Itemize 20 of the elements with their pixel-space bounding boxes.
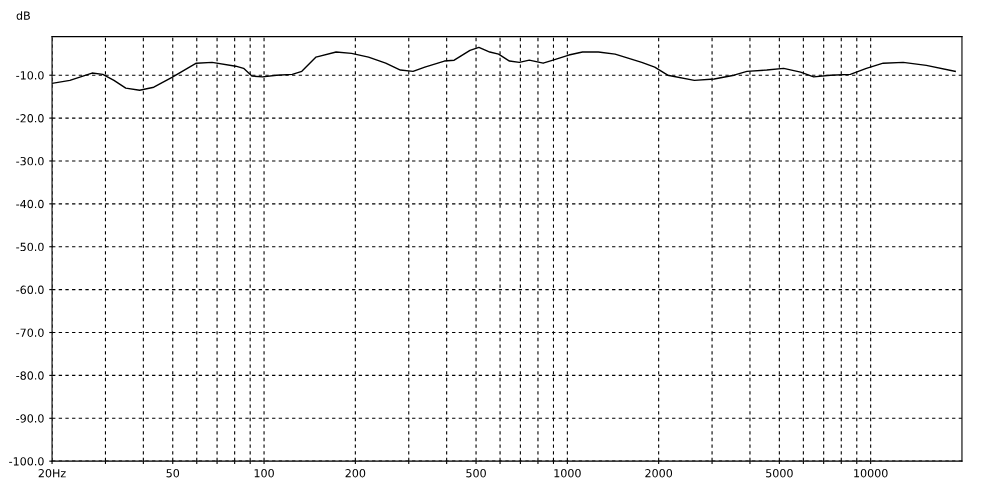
x-tick-label: 200 — [345, 469, 366, 478]
x-tick-label: 50 — [166, 469, 180, 478]
y-tick-label: -10.0 — [16, 71, 44, 80]
y-tick-label: -50.0 — [16, 242, 44, 252]
x-tick-label: 10000 — [854, 469, 888, 478]
x-tick-label: 5000 — [766, 469, 793, 478]
y-tick-label: -60.0 — [16, 285, 44, 294]
y-tick-label: -100.0 — [9, 457, 44, 466]
x-tick-label: 500 — [466, 469, 486, 478]
y-tick-label: -30.0 — [16, 156, 44, 166]
x-tick-label: 100 — [254, 469, 274, 478]
y-axis-title: dB — [16, 11, 30, 20]
x-tick-label: 1000 — [554, 469, 581, 478]
y-tick-label: -70.0 — [16, 328, 44, 337]
y-tick-label: -40.0 — [16, 199, 44, 209]
y-tick-label: -20.0 — [16, 114, 44, 123]
y-tick-label: -80.0 — [16, 371, 44, 380]
x-tick-label: 20Hz — [38, 469, 66, 478]
x-tick-label: 2000 — [645, 469, 673, 478]
y-tick-label: -90.0 — [16, 414, 44, 423]
